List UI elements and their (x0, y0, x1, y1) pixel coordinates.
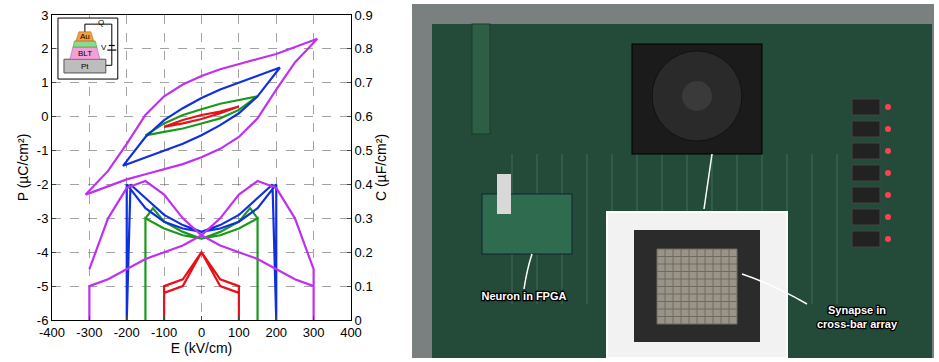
svg-text:-5: -5 (37, 279, 49, 294)
svg-text:2: 2 (41, 41, 48, 56)
svg-text:0.3: 0.3 (355, 211, 373, 226)
svg-text:200: 200 (265, 325, 287, 340)
svg-text:Neuron in FPGA: Neuron in FPGA (482, 290, 567, 302)
svg-text:0.9: 0.9 (355, 8, 373, 23)
svg-text:100: 100 (228, 325, 250, 340)
svg-text:0: 0 (41, 109, 48, 124)
svg-text:E (kV/cm): E (kV/cm) (171, 340, 232, 356)
svg-text:400: 400 (340, 325, 362, 340)
svg-text:0.8: 0.8 (355, 41, 373, 56)
svg-text:C (µF/cm²): C (µF/cm²) (373, 134, 389, 201)
svg-text:0.4: 0.4 (355, 177, 373, 192)
svg-text:0: 0 (198, 325, 205, 340)
svg-text:300: 300 (303, 325, 325, 340)
svg-text:-2: -2 (37, 177, 49, 192)
svg-text:0.2: 0.2 (355, 245, 373, 260)
svg-text:3: 3 (41, 8, 48, 23)
svg-text:cross-bar array: cross-bar array (817, 318, 898, 330)
svg-text:1: 1 (41, 75, 48, 90)
svg-text:-3: -3 (37, 211, 49, 226)
svg-text:P (µC/cm²): P (µC/cm²) (15, 134, 31, 202)
svg-text:V: V (101, 43, 107, 52)
svg-text:-200: -200 (114, 325, 140, 340)
svg-text:Q: Q (98, 18, 104, 27)
svg-text:Pt: Pt (81, 62, 89, 71)
svg-text:0.7: 0.7 (355, 75, 373, 90)
svg-text:Synapse in: Synapse in (828, 304, 886, 316)
svg-text:-4: -4 (37, 245, 49, 260)
svg-text:Au: Au (80, 32, 90, 41)
svg-text:0.5: 0.5 (355, 143, 373, 158)
svg-text:0.6: 0.6 (355, 109, 373, 124)
svg-text:-6: -6 (37, 313, 49, 328)
svg-text:-100: -100 (151, 325, 177, 340)
svg-text:BLT: BLT (78, 49, 92, 58)
svg-text:-400: -400 (39, 325, 65, 340)
svg-text:-1: -1 (37, 143, 49, 158)
svg-text:0: 0 (355, 313, 362, 328)
svg-text:0.1: 0.1 (355, 279, 373, 294)
svg-text:-300: -300 (76, 325, 102, 340)
